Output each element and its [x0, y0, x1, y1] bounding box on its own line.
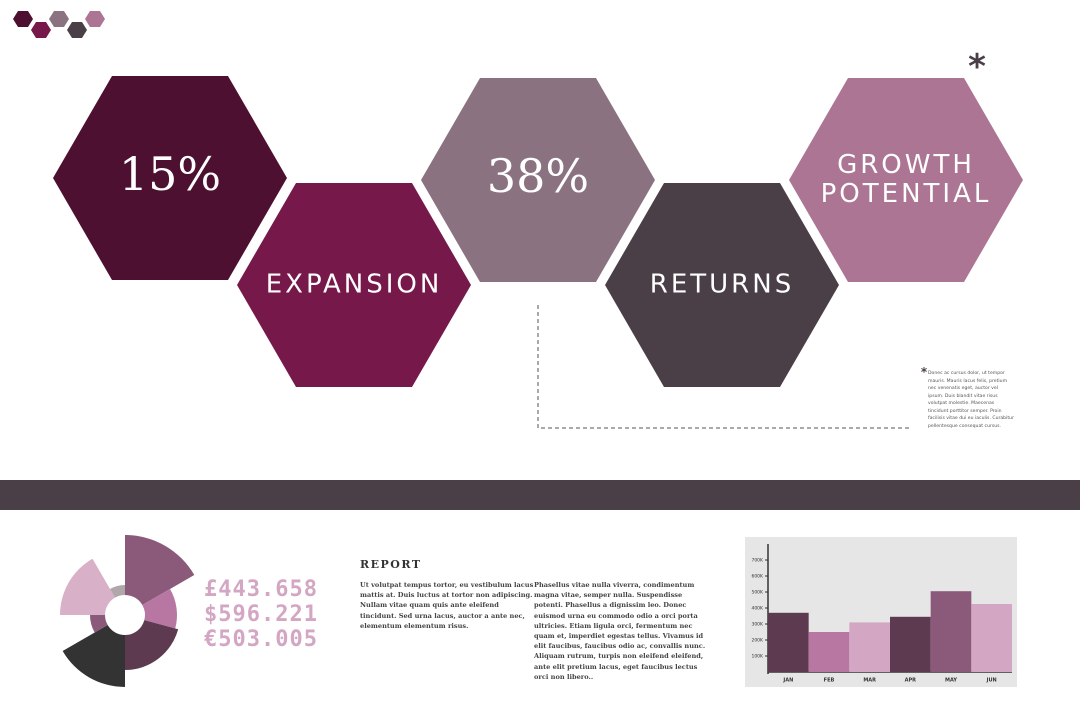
divider-band [0, 480, 1080, 510]
hexagon [237, 183, 471, 387]
y-tick-label: 600K [751, 574, 764, 580]
hexagon-label: EXPANSION [266, 270, 443, 300]
x-tick-label: MAR [863, 678, 876, 684]
hexagon [421, 78, 655, 282]
x-tick-label: FEB [824, 678, 835, 684]
amount: £443.658 [204, 577, 318, 602]
rose-wedge [60, 558, 115, 615]
y-tick-label: 500K [751, 590, 764, 596]
y-tick-label: 400K [751, 606, 764, 612]
y-tick-label: 200K [751, 638, 764, 644]
bar [930, 591, 972, 672]
amount: €503.005 [204, 627, 318, 652]
rose-wedge [125, 620, 179, 670]
connector [537, 305, 912, 429]
report-column: Phasellus vitae nulla viverra, condiment… [534, 581, 706, 681]
bar [768, 612, 809, 672]
rose-wedge [125, 535, 195, 605]
hexagon-label: 38% [487, 149, 589, 203]
y-tick-label: 700K [751, 558, 764, 564]
report-column: Ut volutpat tempus tortor, eu vestibulum… [360, 581, 534, 630]
bar [971, 604, 1012, 672]
x-tick-label: APR [905, 678, 917, 684]
rose-wedge [142, 589, 178, 629]
x-tick-label: MAY [945, 678, 957, 684]
hexagon [789, 78, 1023, 282]
asterisk: * [968, 47, 986, 87]
amount: $596.221 [204, 602, 318, 627]
logo [13, 11, 105, 38]
bar [890, 616, 931, 672]
rose-wedge [110, 585, 125, 598]
note-asterisk: * [921, 365, 928, 379]
bar [849, 622, 890, 672]
rose-wedge [90, 615, 108, 633]
hexagon [53, 76, 287, 280]
hexagon [605, 183, 839, 387]
note: Donec ac cursus dolor, ut tempor mauris.… [928, 371, 1014, 429]
y-tick-label: 300K [751, 622, 764, 628]
y-tick-label: 100K [751, 654, 764, 660]
x-tick-label: JUN [986, 678, 997, 684]
rose-wedge [62, 625, 125, 687]
report-title: REPORT [360, 558, 422, 571]
hexagon-label: 15% [119, 147, 221, 201]
rose-decoration [60, 535, 195, 687]
hexagon-label: POTENTIAL [821, 179, 992, 209]
hexagon-label: RETURNS [650, 270, 794, 300]
bar [808, 632, 850, 672]
x-tick-label: JAN [782, 678, 793, 684]
hexagon-label: GROWTH [837, 150, 975, 180]
